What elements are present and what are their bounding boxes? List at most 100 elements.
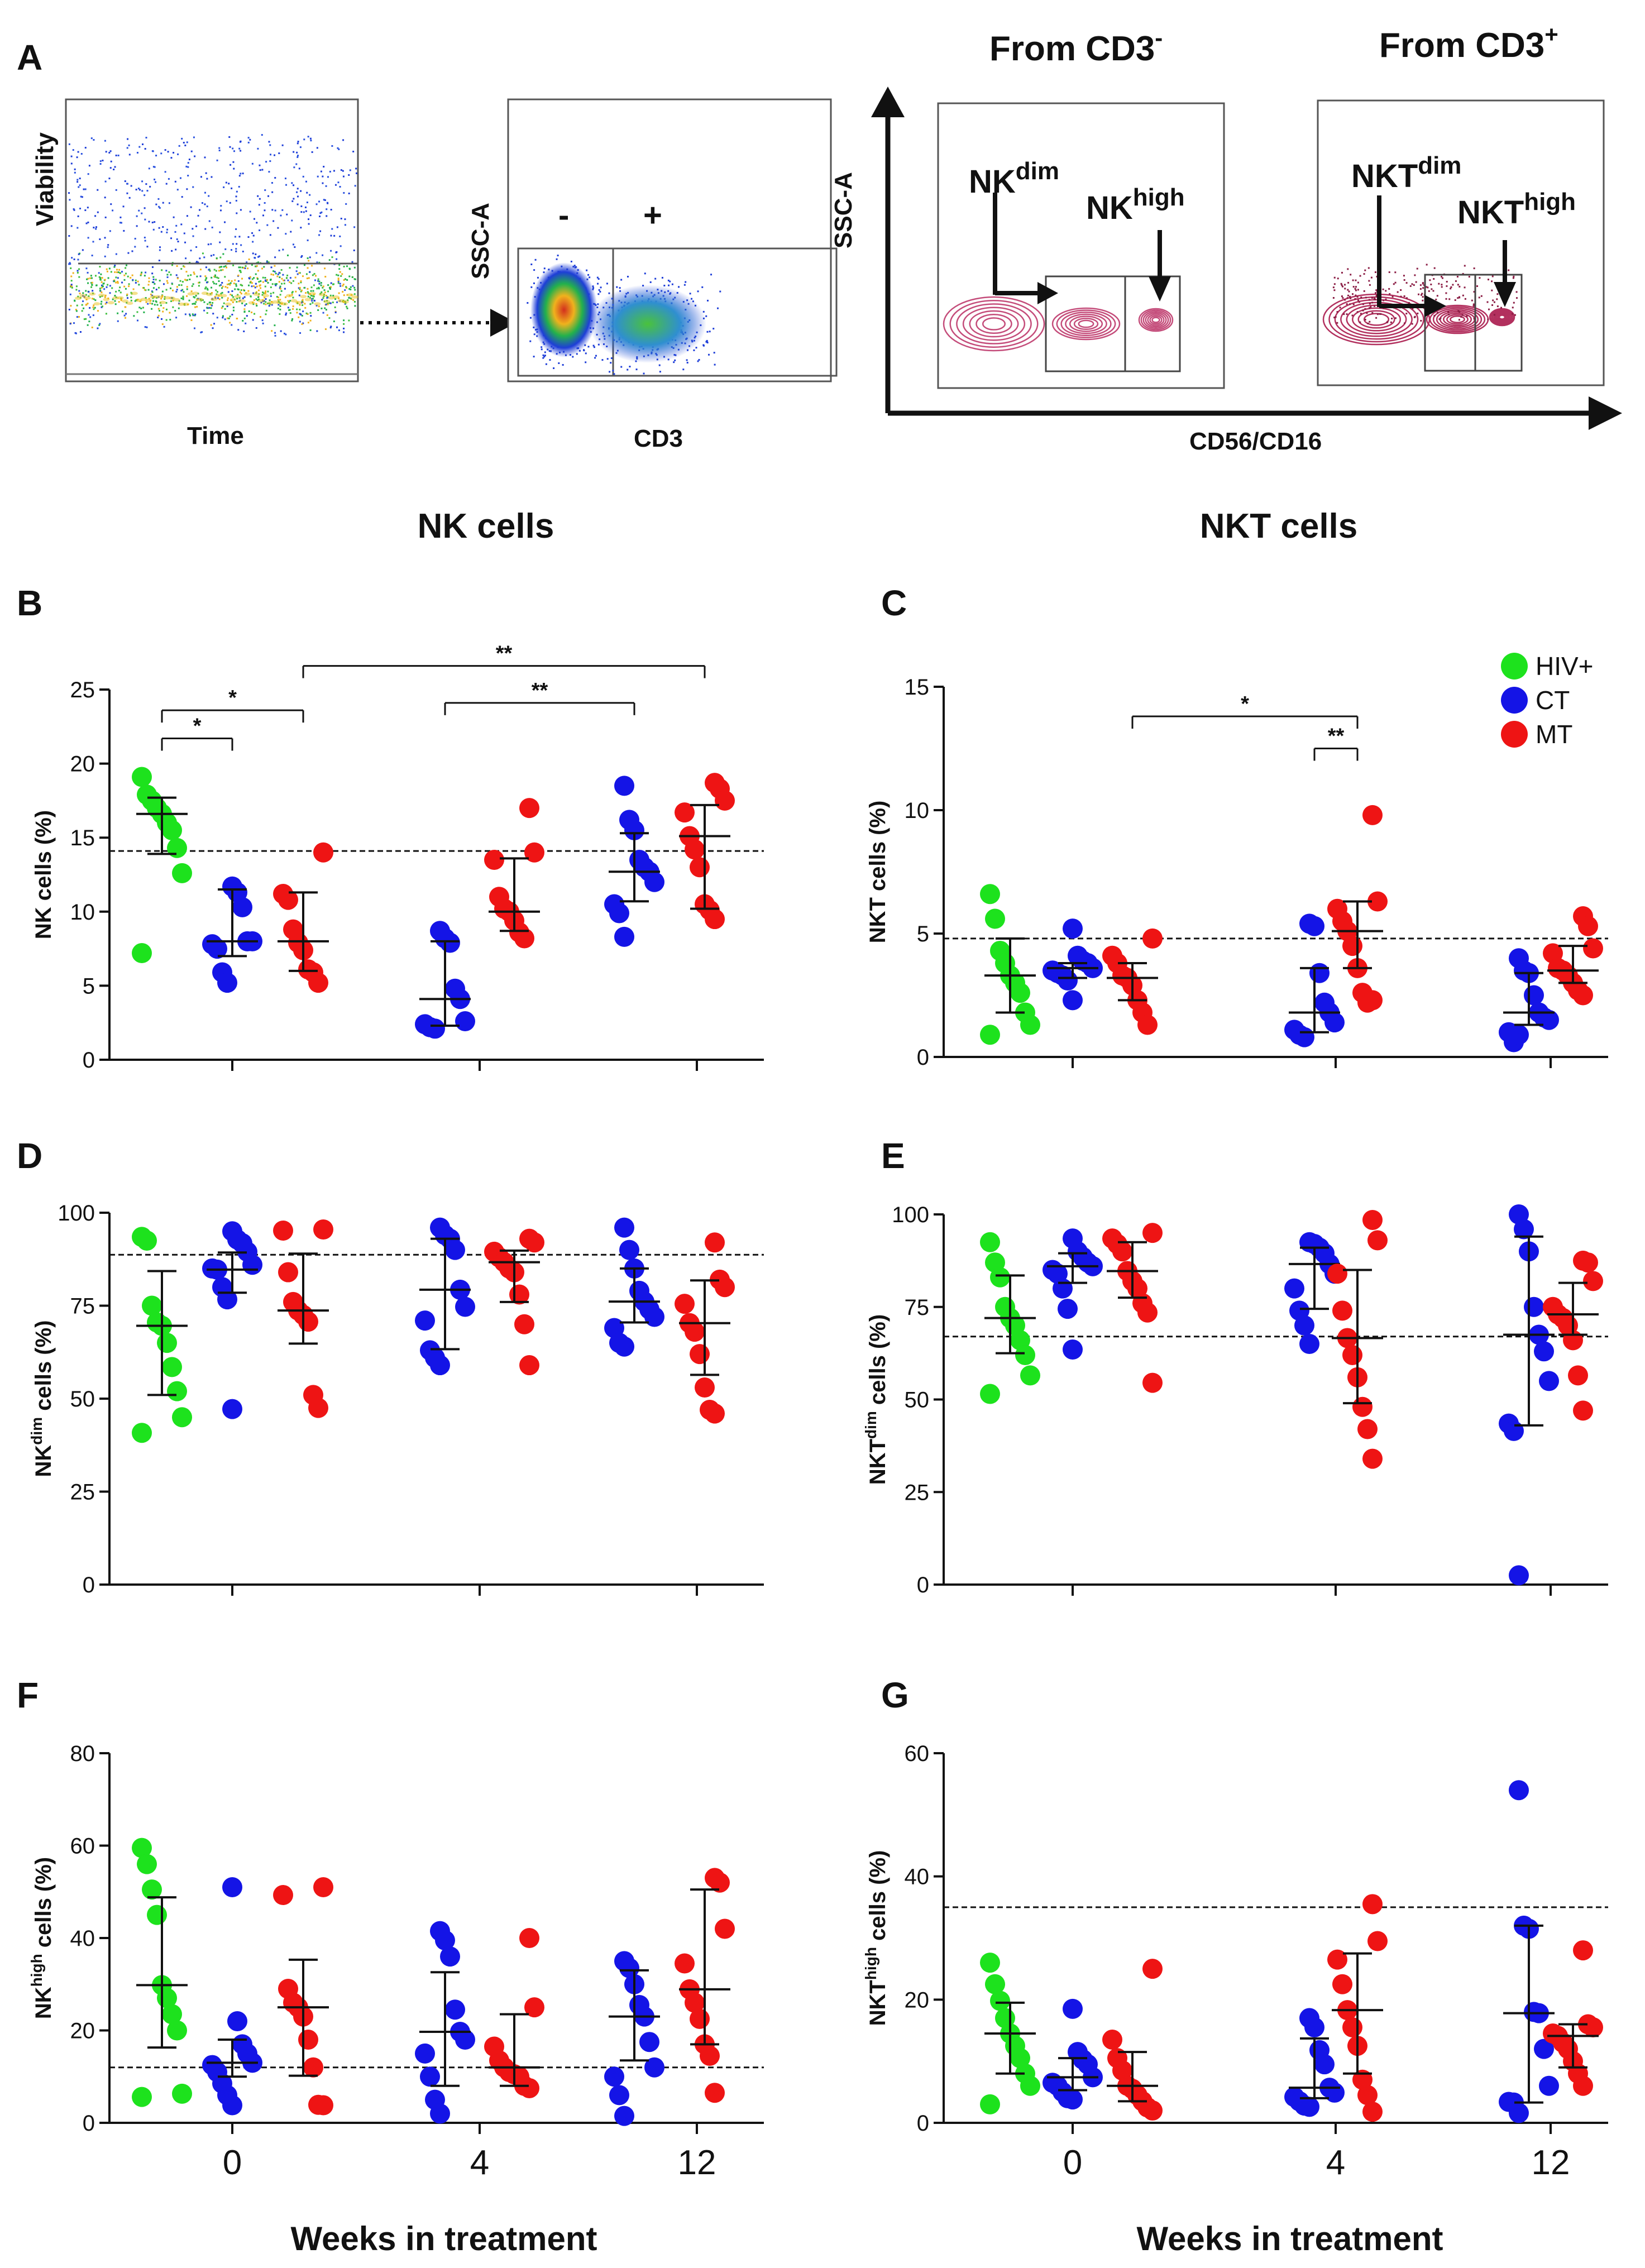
data-point xyxy=(685,1992,705,2013)
data-point xyxy=(1514,1219,1534,1240)
data-point xyxy=(715,1918,735,1939)
data-point xyxy=(604,2066,624,2087)
data-point xyxy=(227,2011,247,2031)
data-point xyxy=(614,2106,634,2126)
viability-time-plot: Viability Time xyxy=(31,98,359,449)
significance-label: * xyxy=(1241,692,1249,716)
data-point xyxy=(1324,2082,1345,2103)
significance-label: ** xyxy=(496,642,513,666)
significance-label: ** xyxy=(532,679,548,702)
significance-bracket: ** xyxy=(302,642,706,678)
data-point xyxy=(1583,2017,1603,2037)
data-point xyxy=(980,1384,1000,1404)
group-ct-week-0 xyxy=(1043,1228,1103,1360)
data-point xyxy=(624,820,644,840)
data-point xyxy=(455,1296,475,1317)
panel-a-label: A xyxy=(17,37,42,78)
nkt-column-header: NKT cells xyxy=(1200,507,1358,546)
data-point xyxy=(980,1232,1000,1252)
data-point xyxy=(990,1991,1010,2011)
data-point xyxy=(147,1905,167,1925)
y-tick-label: 0 xyxy=(83,1048,95,1073)
data-point xyxy=(415,1310,435,1331)
nk-contours xyxy=(943,296,1174,352)
group-mt-week-0 xyxy=(1102,1959,1163,2121)
data-point xyxy=(614,776,634,796)
data-point xyxy=(217,973,237,993)
data-point xyxy=(455,1011,475,1032)
data-point xyxy=(980,1953,1000,1973)
data-point xyxy=(172,1407,192,1428)
cd3-negative-population xyxy=(530,262,597,357)
data-point xyxy=(222,2095,242,2116)
group-mt-week-12 xyxy=(675,1232,735,1424)
y-axis-label: NKThigh cells (%) xyxy=(862,1850,890,2026)
panel-c-label: C xyxy=(881,583,907,623)
group-hiv-week-0 xyxy=(980,884,1040,1045)
data-point xyxy=(1010,2048,1030,2069)
data-point xyxy=(1509,1565,1529,1586)
data-point xyxy=(1568,1365,1588,1386)
data-point xyxy=(990,1267,1010,1288)
data-point xyxy=(1324,1012,1345,1033)
data-point xyxy=(445,1999,465,2020)
group-ct-week-12 xyxy=(604,1217,664,1357)
y-tick-label: 40 xyxy=(905,1865,930,1889)
data-point xyxy=(1137,1302,1158,1323)
data-point xyxy=(1063,990,1083,1011)
nk-contour-plot: NKdim NKhigh xyxy=(937,102,1225,389)
data-point xyxy=(142,1295,162,1316)
chart-panel-d: 0 25 50 75 100 NKdim cells (%) xyxy=(28,1201,764,1597)
time-axis-label: Time xyxy=(187,422,244,449)
data-point xyxy=(308,1398,328,1418)
data-point xyxy=(455,2030,475,2050)
y-tick-label: 10 xyxy=(905,798,930,823)
data-point xyxy=(519,2078,539,2098)
data-point xyxy=(1284,1278,1304,1299)
data-point xyxy=(298,1312,318,1332)
data-point xyxy=(1327,1949,1347,1970)
data-point xyxy=(514,928,534,949)
data-point xyxy=(1294,1027,1314,1047)
group-mt-week-0 xyxy=(1102,1223,1163,1393)
data-point xyxy=(222,1399,242,1419)
data-point xyxy=(1309,963,1330,983)
data-point xyxy=(644,2057,664,2078)
group-ct-week-4 xyxy=(415,1921,475,2124)
y-tick-label: 60 xyxy=(905,1741,930,1766)
y-axis-label: NKhigh cells (%) xyxy=(28,1857,56,2019)
data-point xyxy=(710,1872,730,1893)
data-point xyxy=(1063,918,1083,939)
nk-dim-gate-label: NKdim xyxy=(969,157,1059,200)
data-point xyxy=(1362,805,1383,825)
data-point xyxy=(132,943,152,964)
data-point xyxy=(1342,2017,1362,2037)
data-point xyxy=(1504,1420,1524,1441)
gate-arrow-head xyxy=(490,309,517,337)
data-point xyxy=(675,802,695,823)
group-hiv-week-0 xyxy=(980,1953,1040,2114)
y-tick-label: 50 xyxy=(905,1388,930,1413)
group-mt-week-12 xyxy=(1543,906,1603,1006)
data-point xyxy=(157,1333,177,1353)
group-ct-week-4 xyxy=(1284,2008,1345,2117)
data-point xyxy=(415,2043,435,2064)
group-mt-week-12 xyxy=(675,773,735,930)
panel-g-label: G xyxy=(881,1675,909,1715)
legend-label-hiv: HIV+ xyxy=(1536,652,1594,681)
legend-label-ct: CT xyxy=(1536,686,1570,715)
group-mt-week-12 xyxy=(1543,1940,1603,2096)
data-point xyxy=(1362,1448,1383,1469)
group-mt-week-12 xyxy=(1543,1250,1603,1421)
data-point xyxy=(1112,1241,1132,1262)
data-point xyxy=(1509,2103,1529,2123)
data-point xyxy=(1539,1371,1559,1391)
significance-bracket: * xyxy=(1131,692,1359,729)
group-ct-week-0 xyxy=(202,1877,262,2116)
cd3-positive-gate-label: + xyxy=(643,197,662,233)
data-point xyxy=(303,2057,323,2078)
